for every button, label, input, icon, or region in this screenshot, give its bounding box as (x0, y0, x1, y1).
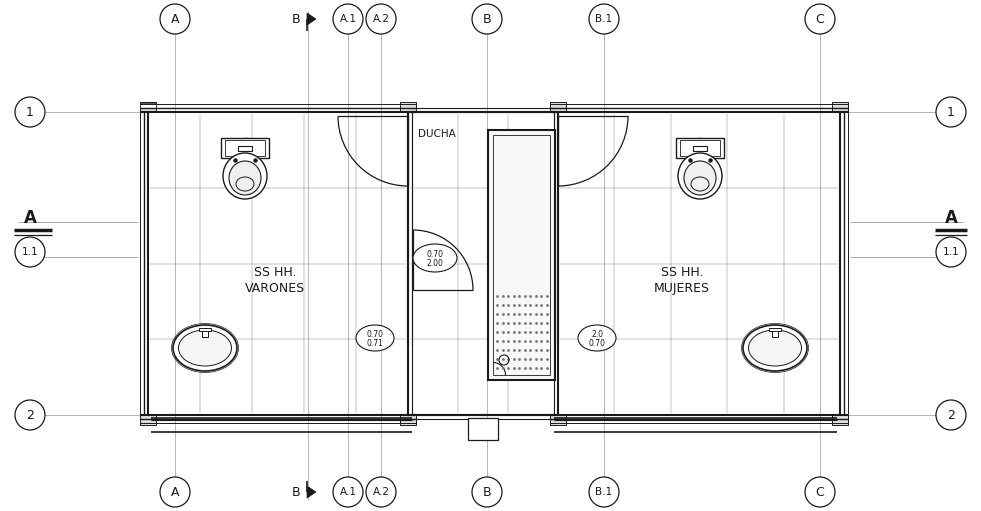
Bar (550, 415, 566, 425)
Circle shape (589, 4, 619, 34)
Ellipse shape (678, 153, 722, 199)
Text: B.1: B.1 (595, 487, 612, 497)
Circle shape (15, 97, 45, 127)
Text: 1: 1 (26, 105, 34, 119)
Bar (676, 138, 724, 158)
Ellipse shape (223, 153, 267, 199)
Text: 2.0: 2.0 (591, 330, 603, 338)
Circle shape (333, 4, 363, 34)
Bar (225, 140, 265, 156)
Circle shape (15, 237, 45, 267)
Text: A: A (171, 12, 180, 26)
Bar (140, 415, 156, 425)
Circle shape (472, 4, 502, 34)
Circle shape (936, 400, 966, 430)
Bar (832, 102, 848, 112)
Ellipse shape (413, 244, 457, 272)
Circle shape (333, 477, 363, 507)
Bar (772, 328, 778, 337)
Text: 1.1: 1.1 (22, 247, 38, 257)
Text: 1.1: 1.1 (943, 247, 959, 257)
Text: 2.00: 2.00 (427, 259, 443, 267)
Ellipse shape (578, 325, 616, 351)
Text: A.1: A.1 (339, 14, 356, 24)
Bar (493, 135, 550, 375)
Bar (769, 328, 781, 331)
Bar (140, 102, 156, 112)
Bar (468, 418, 498, 440)
Ellipse shape (743, 325, 807, 371)
Text: SS HH.: SS HH. (661, 266, 703, 278)
Circle shape (805, 4, 835, 34)
Bar (832, 415, 848, 425)
Text: B: B (483, 12, 491, 26)
Bar (400, 415, 416, 425)
Text: 0.71: 0.71 (367, 338, 384, 347)
Bar (693, 146, 707, 151)
Bar (140, 103, 156, 108)
Ellipse shape (356, 325, 394, 351)
Text: B.1: B.1 (595, 14, 612, 24)
Text: A.2: A.2 (373, 14, 389, 24)
Ellipse shape (684, 161, 716, 195)
Ellipse shape (749, 330, 801, 366)
Text: MUJERES: MUJERES (654, 282, 710, 294)
Polygon shape (307, 486, 316, 498)
Circle shape (15, 400, 45, 430)
Text: 0.70: 0.70 (427, 249, 443, 259)
Text: C: C (815, 12, 824, 26)
Circle shape (936, 97, 966, 127)
Text: B: B (483, 485, 491, 499)
Bar (550, 102, 566, 112)
Bar (400, 102, 416, 112)
Text: A.1: A.1 (339, 487, 356, 497)
Text: A: A (945, 209, 957, 227)
Text: A: A (24, 209, 36, 227)
Bar (680, 140, 720, 156)
Text: C: C (815, 485, 824, 499)
Text: VARONES: VARONES (245, 282, 305, 294)
Bar (199, 328, 211, 331)
Bar (221, 138, 269, 158)
Circle shape (160, 4, 190, 34)
Text: 0.70: 0.70 (367, 330, 384, 338)
Circle shape (472, 477, 502, 507)
Circle shape (589, 477, 619, 507)
Circle shape (936, 237, 966, 267)
Text: A.2: A.2 (373, 487, 389, 497)
Circle shape (366, 477, 396, 507)
Ellipse shape (173, 325, 237, 371)
Bar (488, 130, 555, 380)
Polygon shape (307, 13, 316, 25)
Text: B: B (291, 12, 300, 26)
Circle shape (160, 477, 190, 507)
Ellipse shape (179, 330, 232, 366)
Text: B: B (291, 485, 300, 499)
Bar (238, 146, 252, 151)
Text: SS HH.: SS HH. (254, 266, 296, 278)
Text: 1: 1 (947, 105, 955, 119)
Bar (202, 328, 208, 337)
Circle shape (366, 4, 396, 34)
Text: DUCHA: DUCHA (418, 129, 456, 139)
Circle shape (805, 477, 835, 507)
Text: 2: 2 (26, 408, 34, 422)
Text: 0.70: 0.70 (589, 338, 605, 347)
Ellipse shape (229, 161, 261, 195)
Text: A: A (171, 485, 180, 499)
Text: 2: 2 (947, 408, 955, 422)
